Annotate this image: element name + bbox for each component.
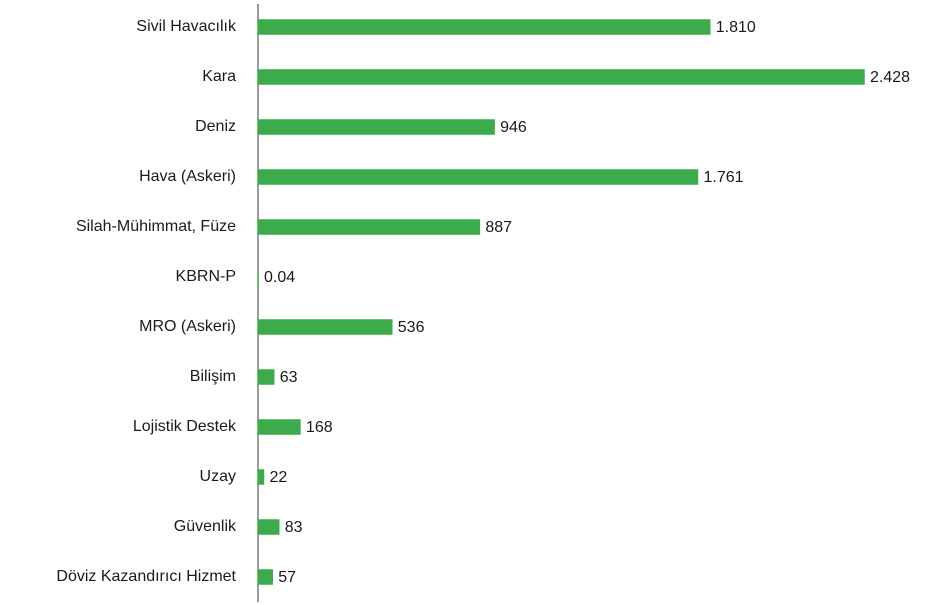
category-label: Sivil Havacılık	[136, 18, 237, 35]
bar	[257, 219, 481, 235]
category-label: MRO (Askeri)	[139, 318, 236, 335]
category-label: Silah-Mühimmat, Füze	[76, 218, 236, 235]
category-label: Döviz Kazandırıcı Hizmet	[56, 568, 236, 585]
category-label: Bilişim	[190, 368, 236, 385]
bar	[257, 119, 495, 135]
bar	[257, 519, 280, 535]
category-label: Kara	[202, 68, 236, 85]
bar	[257, 319, 393, 335]
value-label: 22	[269, 469, 287, 486]
value-label: 946	[500, 119, 527, 136]
category-label: KBRN-P	[176, 268, 236, 285]
value-label: 1.810	[716, 19, 756, 36]
bar	[257, 69, 865, 85]
category-label: Deniz	[195, 118, 236, 135]
bar	[257, 369, 275, 385]
value-label: 1.761	[704, 169, 744, 186]
category-label: Lojistik Destek	[133, 418, 237, 435]
category-label: Uzay	[200, 468, 236, 485]
bar	[257, 19, 711, 35]
value-label: 536	[398, 319, 425, 336]
bar	[257, 169, 699, 185]
value-label: 168	[306, 419, 333, 436]
bar	[257, 569, 273, 585]
value-label: 83	[285, 519, 303, 536]
value-label: 887	[485, 219, 512, 236]
value-label: 2.428	[870, 69, 910, 86]
bar	[257, 419, 301, 435]
category-label: Güvenlik	[174, 518, 237, 535]
bar	[257, 469, 265, 485]
value-label: 0.04	[264, 269, 295, 286]
category-label: Hava (Askeri)	[139, 168, 236, 185]
value-label: 63	[280, 369, 298, 386]
value-label: 57	[278, 569, 296, 586]
